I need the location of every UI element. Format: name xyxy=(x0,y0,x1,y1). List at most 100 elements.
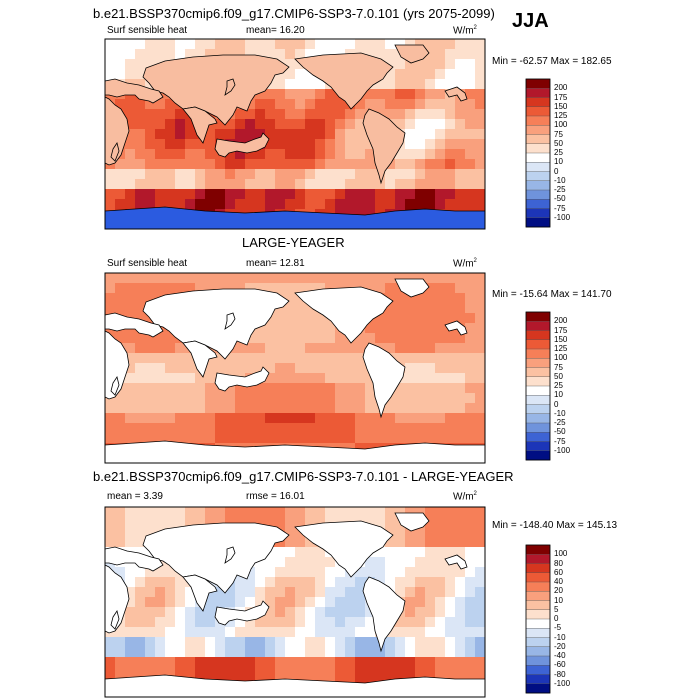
map-cell xyxy=(295,129,306,140)
map-cell xyxy=(425,413,436,424)
map-cell xyxy=(435,433,446,444)
map-cell xyxy=(405,557,416,568)
map-cell xyxy=(465,647,476,658)
map-cell xyxy=(365,273,376,284)
map-cell xyxy=(125,607,136,618)
map-cell xyxy=(425,353,436,364)
map-cell xyxy=(455,343,466,354)
map-cell xyxy=(415,323,426,334)
continent-outline xyxy=(224,312,236,330)
map-cell xyxy=(185,657,196,668)
panel2-map xyxy=(104,272,486,464)
map-cell xyxy=(315,383,326,394)
map-cell xyxy=(425,403,436,414)
map-cell xyxy=(425,323,436,334)
map-cell xyxy=(425,303,436,314)
map-cell xyxy=(445,537,456,548)
map-cell xyxy=(325,607,336,618)
map-cell xyxy=(305,343,316,354)
map-cell xyxy=(325,149,336,160)
map-cell xyxy=(435,547,446,558)
map-cell xyxy=(115,637,126,648)
colorbar-tick-label: 75 xyxy=(554,129,563,139)
map-cell xyxy=(155,363,166,374)
map-cell xyxy=(395,627,406,638)
map-cell xyxy=(365,627,376,638)
colorbar-swatch xyxy=(525,189,551,200)
map-cell xyxy=(465,49,476,60)
panel1-unit-label: W/m2 xyxy=(453,25,477,37)
map-cell xyxy=(185,49,196,60)
map-cell xyxy=(455,149,466,160)
map-cell xyxy=(395,109,406,120)
map-cell xyxy=(145,383,156,394)
map-cell xyxy=(185,413,196,424)
map-cell xyxy=(295,667,306,678)
map-cell xyxy=(265,433,276,444)
colorbar-swatch xyxy=(525,88,551,99)
map-cell xyxy=(375,413,386,424)
map-cell xyxy=(355,647,366,658)
map-cell xyxy=(425,293,436,304)
continent-outline xyxy=(394,278,430,298)
colorbar-tick-label: -100 xyxy=(554,445,571,455)
map-cell xyxy=(115,423,126,434)
colorbar-tick-label: -50 xyxy=(554,194,566,204)
map-cell xyxy=(395,119,406,130)
map-frame xyxy=(104,272,486,464)
map-cell xyxy=(205,149,216,160)
map-cell xyxy=(385,547,396,558)
map-cell xyxy=(395,149,406,160)
map-cell xyxy=(405,383,416,394)
map-cell xyxy=(465,333,476,344)
map-cell xyxy=(155,99,166,110)
map-cell xyxy=(275,273,286,284)
map-cell xyxy=(415,353,426,364)
map-cell xyxy=(435,179,446,190)
map-cell xyxy=(445,39,456,50)
map-cell xyxy=(405,39,416,50)
map-cell xyxy=(365,169,376,180)
map-cell xyxy=(445,597,456,608)
map-cell xyxy=(315,373,326,384)
map-cell xyxy=(135,283,146,294)
map-cell xyxy=(145,119,156,130)
map-cell xyxy=(435,667,446,678)
map-cell xyxy=(425,607,436,618)
map-cell xyxy=(425,343,436,354)
map-cell xyxy=(315,507,326,518)
map-cell xyxy=(395,169,406,180)
map-cell xyxy=(465,199,476,210)
map-cell xyxy=(235,403,246,414)
map-cell xyxy=(385,293,396,304)
map-cell xyxy=(265,129,276,140)
map-cell xyxy=(225,179,236,190)
map-cell xyxy=(405,89,416,100)
map-cell xyxy=(275,169,286,180)
map-cell xyxy=(325,89,336,100)
map-cell xyxy=(265,587,276,598)
map-cell xyxy=(335,169,346,180)
continent-outline xyxy=(362,108,406,185)
map-cell xyxy=(305,129,316,140)
map-cell xyxy=(445,99,456,110)
map-cell xyxy=(335,343,346,354)
map-cell xyxy=(315,89,326,100)
map-cell xyxy=(135,403,146,414)
map-cell xyxy=(465,179,476,190)
map-cell xyxy=(285,99,296,110)
map-cell xyxy=(425,179,436,190)
map-cell xyxy=(295,283,306,294)
colorbar-swatch xyxy=(525,217,551,228)
map-cell xyxy=(135,517,146,528)
map-cell xyxy=(475,333,486,344)
map-cell xyxy=(175,577,186,588)
map-cell xyxy=(405,657,416,668)
map-cell xyxy=(385,333,396,344)
map-cell xyxy=(425,527,436,538)
map-cell xyxy=(185,139,196,150)
colorbar-tick-label: 0 xyxy=(554,614,559,623)
map-cell xyxy=(255,383,266,394)
map-cell xyxy=(195,607,206,618)
map-cell xyxy=(115,517,126,528)
